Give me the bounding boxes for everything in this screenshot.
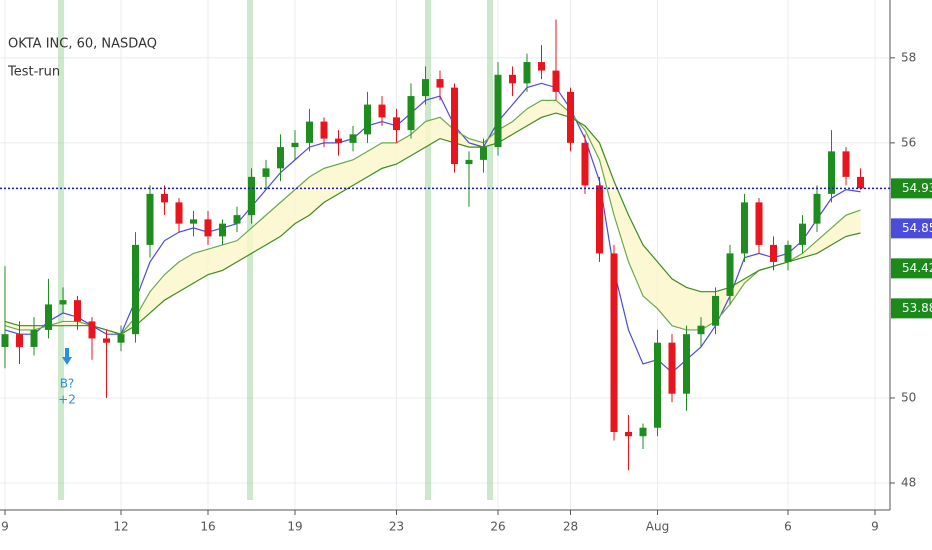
candle-body bbox=[610, 253, 618, 432]
candle-body bbox=[117, 334, 125, 343]
candle-body bbox=[625, 431, 632, 437]
signal-band bbox=[58, 0, 64, 500]
chart-subtitle: Test-run bbox=[7, 65, 60, 80]
candle-body bbox=[799, 223, 806, 245]
candle-body bbox=[581, 142, 589, 186]
candle-body bbox=[639, 427, 647, 437]
candle-body bbox=[451, 87, 458, 165]
candle-body bbox=[204, 219, 212, 237]
candle-body bbox=[741, 202, 748, 254]
candle-body bbox=[683, 334, 690, 394]
candle-body bbox=[523, 62, 531, 84]
candle-body bbox=[291, 142, 299, 148]
candle-body bbox=[842, 151, 850, 177]
price-label: 54.85 bbox=[902, 221, 932, 235]
candle-body bbox=[465, 159, 473, 165]
x-tick-label: 19 bbox=[287, 520, 302, 534]
candle-body bbox=[132, 244, 139, 335]
candle-body bbox=[277, 147, 284, 169]
band-fill bbox=[5, 100, 861, 335]
candle-body bbox=[697, 325, 705, 335]
candle-body bbox=[233, 215, 241, 224]
candle-body bbox=[45, 304, 52, 330]
candle-body bbox=[538, 62, 545, 71]
candle-body bbox=[306, 121, 313, 143]
candle-body bbox=[335, 138, 342, 143]
x-tick-label: 12 bbox=[113, 520, 128, 534]
candle-body bbox=[668, 342, 676, 394]
candle-body bbox=[726, 253, 734, 296]
x-tick-label: Aug bbox=[646, 520, 669, 534]
candle-body bbox=[74, 300, 81, 322]
candle-body bbox=[407, 96, 415, 131]
price-label: 54.93 bbox=[902, 181, 932, 195]
price-label-bg bbox=[891, 298, 932, 319]
ma-line bbox=[4, 112, 861, 335]
candle-body bbox=[828, 151, 835, 194]
candle-body bbox=[813, 193, 821, 224]
candle-body bbox=[712, 295, 719, 326]
candle-body bbox=[552, 70, 560, 92]
candle-body bbox=[364, 104, 371, 135]
candle-body bbox=[770, 244, 777, 262]
x-tick-label: 9 bbox=[871, 520, 879, 534]
candle-body bbox=[219, 223, 226, 237]
candle-body bbox=[422, 79, 429, 97]
candle-body bbox=[190, 219, 197, 224]
candle-body bbox=[59, 300, 67, 305]
candle-body bbox=[567, 91, 574, 143]
candle-body bbox=[349, 134, 357, 143]
candle-body bbox=[161, 193, 168, 203]
signal-arrow bbox=[62, 348, 72, 365]
candle-body bbox=[378, 104, 386, 118]
candle-body bbox=[509, 74, 516, 84]
y-tick-label: 58 bbox=[901, 50, 916, 64]
price-label-bg bbox=[891, 218, 932, 239]
candle-body bbox=[146, 193, 154, 245]
candle-body bbox=[494, 74, 502, 148]
price-label-bg bbox=[891, 258, 932, 279]
signal-band bbox=[487, 0, 493, 500]
x-tick-label: 9 bbox=[1, 520, 9, 534]
chart-title: OKTA INC, 60, NASDAQ bbox=[8, 37, 157, 52]
candle-body bbox=[1, 334, 9, 347]
candle-body bbox=[16, 334, 23, 347]
x-tick-label: 23 bbox=[389, 520, 404, 534]
y-tick-label: 50 bbox=[901, 390, 916, 404]
candle-body bbox=[654, 342, 661, 428]
x-tick-label: 28 bbox=[563, 520, 578, 534]
candle-body bbox=[30, 329, 38, 347]
candle-body bbox=[88, 321, 96, 339]
y-tick-label: 48 bbox=[901, 475, 916, 489]
x-tick-label: 16 bbox=[200, 520, 215, 534]
price-label: 54.42 bbox=[902, 261, 932, 275]
x-tick-label: 6 bbox=[784, 520, 792, 534]
signal-band bbox=[425, 0, 431, 500]
candle-body bbox=[436, 79, 444, 88]
candle-body bbox=[103, 338, 110, 343]
candle-body bbox=[175, 202, 183, 224]
candle-body bbox=[755, 202, 763, 245]
candle-body bbox=[262, 168, 270, 177]
price-label-bg bbox=[891, 178, 932, 199]
x-tick-label: 26 bbox=[490, 520, 505, 534]
candle-body bbox=[857, 176, 864, 189]
y-tick-label: 56 bbox=[901, 135, 916, 149]
candle-body bbox=[480, 147, 487, 160]
candle-body bbox=[248, 176, 255, 216]
candle-body bbox=[596, 185, 603, 254]
candle-body bbox=[393, 117, 400, 131]
annotation: +2 bbox=[58, 393, 76, 407]
annotation: B? bbox=[60, 377, 75, 391]
price-label: 53.88 bbox=[902, 301, 932, 315]
candle-body bbox=[320, 121, 328, 139]
candle-body bbox=[784, 244, 792, 262]
